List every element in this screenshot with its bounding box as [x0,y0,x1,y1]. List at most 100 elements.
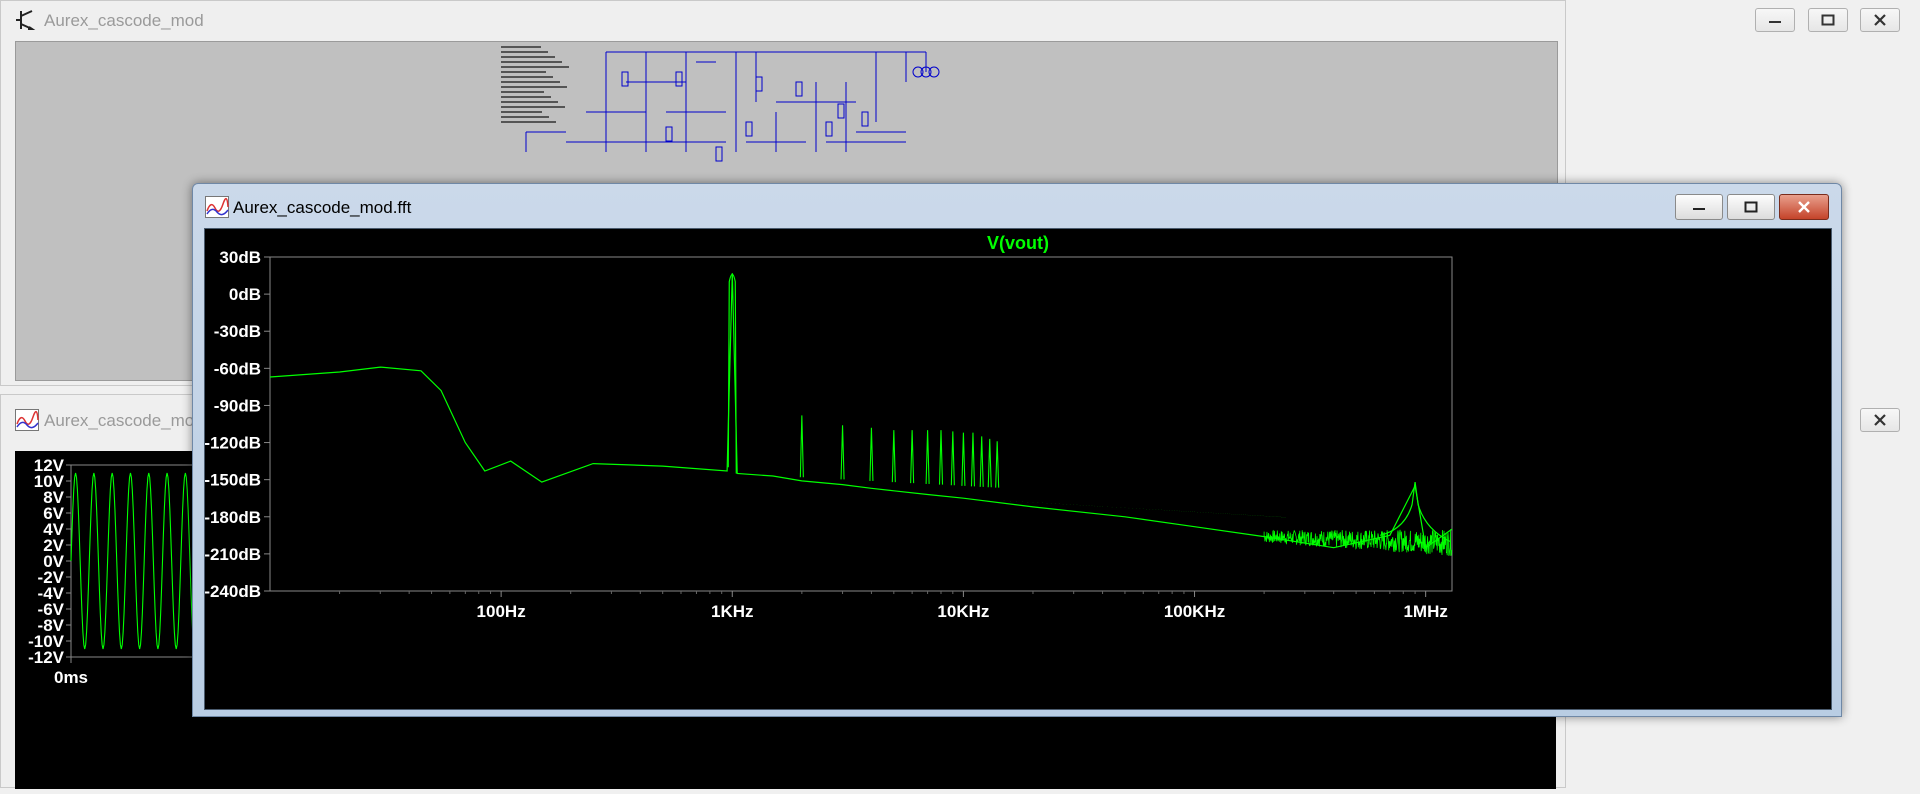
fft-y-tick-label: -210dB [205,545,261,564]
schematic-source [920,66,932,78]
fft-y-tick-label: 30dB [219,248,261,267]
schematic-component [665,126,673,142]
spice-directive-line [501,86,567,88]
schematic-close-button[interactable] [1860,8,1900,32]
schematic-component [675,71,683,87]
spice-directive-line [501,76,553,78]
fft-window-title: Aurex_cascode_mod.fft [233,198,412,217]
tran-y-tick-label: 10V [34,472,65,491]
schematic-drawing [501,46,940,162]
spice-directive-line [501,66,569,68]
fft-x-tick-label: 100Hz [477,602,526,621]
tran-x-tick-label: 0ms [54,668,88,687]
fft-noise-band [1263,529,1452,557]
fft-x-tick-label: 1KHz [711,602,754,621]
tran-y-tick-label: 0V [43,552,64,571]
fft-harmonic-spike [979,436,984,487]
spice-directive-line [501,111,542,113]
maximize-icon [1744,201,1758,213]
spice-directive-line [501,71,546,73]
tran-y-tick-label: -10V [28,632,65,651]
spice-directive-line [501,81,560,83]
schematic-component [621,71,629,87]
tran-y-tick-label: 2V [43,536,64,555]
spice-directive-line [501,106,565,108]
fft-harmonic-spike [925,430,930,484]
transient-window-title: Aurex_cascode_mod [44,411,204,430]
minimize-icon [1769,21,1781,23]
tran-y-tick-label: 4V [43,520,64,539]
spice-directive-line [501,96,551,98]
fft-close-button[interactable] [1779,194,1829,220]
spice-directive-line [501,121,556,123]
fft-fundamental-peak [727,273,737,474]
schematic-minimize-button[interactable] [1755,8,1795,32]
fft-trace-label[interactable]: V(vout) [987,233,1049,253]
spice-directive-line [501,116,549,118]
fft-window: Aurex_cascode_mod.fft V(vout) 30dB 0dB -30… [192,183,1842,717]
fft-maximize-button[interactable] [1727,194,1775,220]
schematic-component [745,121,753,137]
close-icon [1874,414,1886,426]
close-icon [1798,201,1810,213]
spice-directive-line [501,101,558,103]
fft-plot-frame [269,256,1453,592]
tran-y-tick-label: 6V [43,504,64,523]
fft-harmonic-spike [840,425,845,480]
spice-directive-line [501,56,555,58]
minimize-icon [1693,208,1705,210]
schematic-component [715,146,723,162]
fft-trace-line [269,273,1453,549]
spice-directive-line [501,61,562,63]
tran-y-tick-label: -12V [28,648,65,667]
tran-y-tick-label: -8V [38,616,65,635]
schematic-directives [501,46,569,123]
spice-directive-line [501,51,548,53]
schematic-component [837,103,845,119]
schematic-component [755,76,763,92]
fft-y-tick-label: -150dB [205,471,261,490]
fft-harmonic-spike [995,441,1000,488]
schematic-titlebar[interactable]: Aurex_cascode_mod [1,1,1565,41]
fft-y-tick-label: -60dB [214,359,261,378]
fft-y-tick-label: -90dB [214,396,261,415]
fft-plot[interactable]: V(vout) 30dB 0dB -30dB -60dB -90dB -120dB -150… [204,228,1832,710]
fft-harmonic-spike [950,431,955,486]
close-icon [1874,14,1886,26]
fft-minimize-button[interactable] [1675,194,1723,220]
fft-harmonic-spike [970,432,976,487]
fft-y-tick-label: -180dB [205,508,261,527]
fft-x-tick-label: 10KHz [937,602,989,621]
schematic-component [795,81,803,97]
spice-directive-line [501,91,544,93]
fft-y-tick-label: -30dB [214,322,261,341]
waveform-window-icon [15,409,39,431]
fft-titlebar[interactable]: Aurex_cascode_mod.fft [193,184,1841,224]
fft-y-tick-label: -240dB [205,582,261,601]
spice-directive-line [501,46,541,48]
schematic-circuit [525,51,940,162]
fft-harmonic-spike [869,427,874,481]
fft-harmonic-spike [891,430,896,483]
tran-y-tick-label: 12V [34,456,65,475]
schematic-component [825,121,833,137]
fft-y-tick-label: -120dB [205,434,261,453]
tran-y-tick-label: -6V [38,600,65,619]
schematic-maximize-button[interactable] [1808,8,1848,32]
fft-chart: V(vout) 30dB 0dB -30dB -60dB -90dB -120dB -150… [204,233,1453,621]
fft-harmonic-spike [910,430,915,484]
fft-x-tick-label: 100KHz [1164,602,1225,621]
fft-x-tick-label: 1MHz [1403,602,1447,621]
fft-y-tick-label: 0dB [229,285,261,304]
schematic-source [928,66,940,78]
tran-y-tick-label: -2V [38,568,65,587]
transient-close-button[interactable] [1860,408,1900,432]
schematic-window-title: Aurex_cascode_mod [44,11,204,30]
fft-harmonic-spike [938,430,944,485]
fft-switching-peak [1379,482,1451,543]
maximize-icon [1821,14,1835,26]
tran-y-tick-label: 8V [43,488,64,507]
tran-y-tick-label: -4V [38,584,65,603]
fft-harmonic-spike [987,438,992,488]
schematic-source [912,66,924,78]
